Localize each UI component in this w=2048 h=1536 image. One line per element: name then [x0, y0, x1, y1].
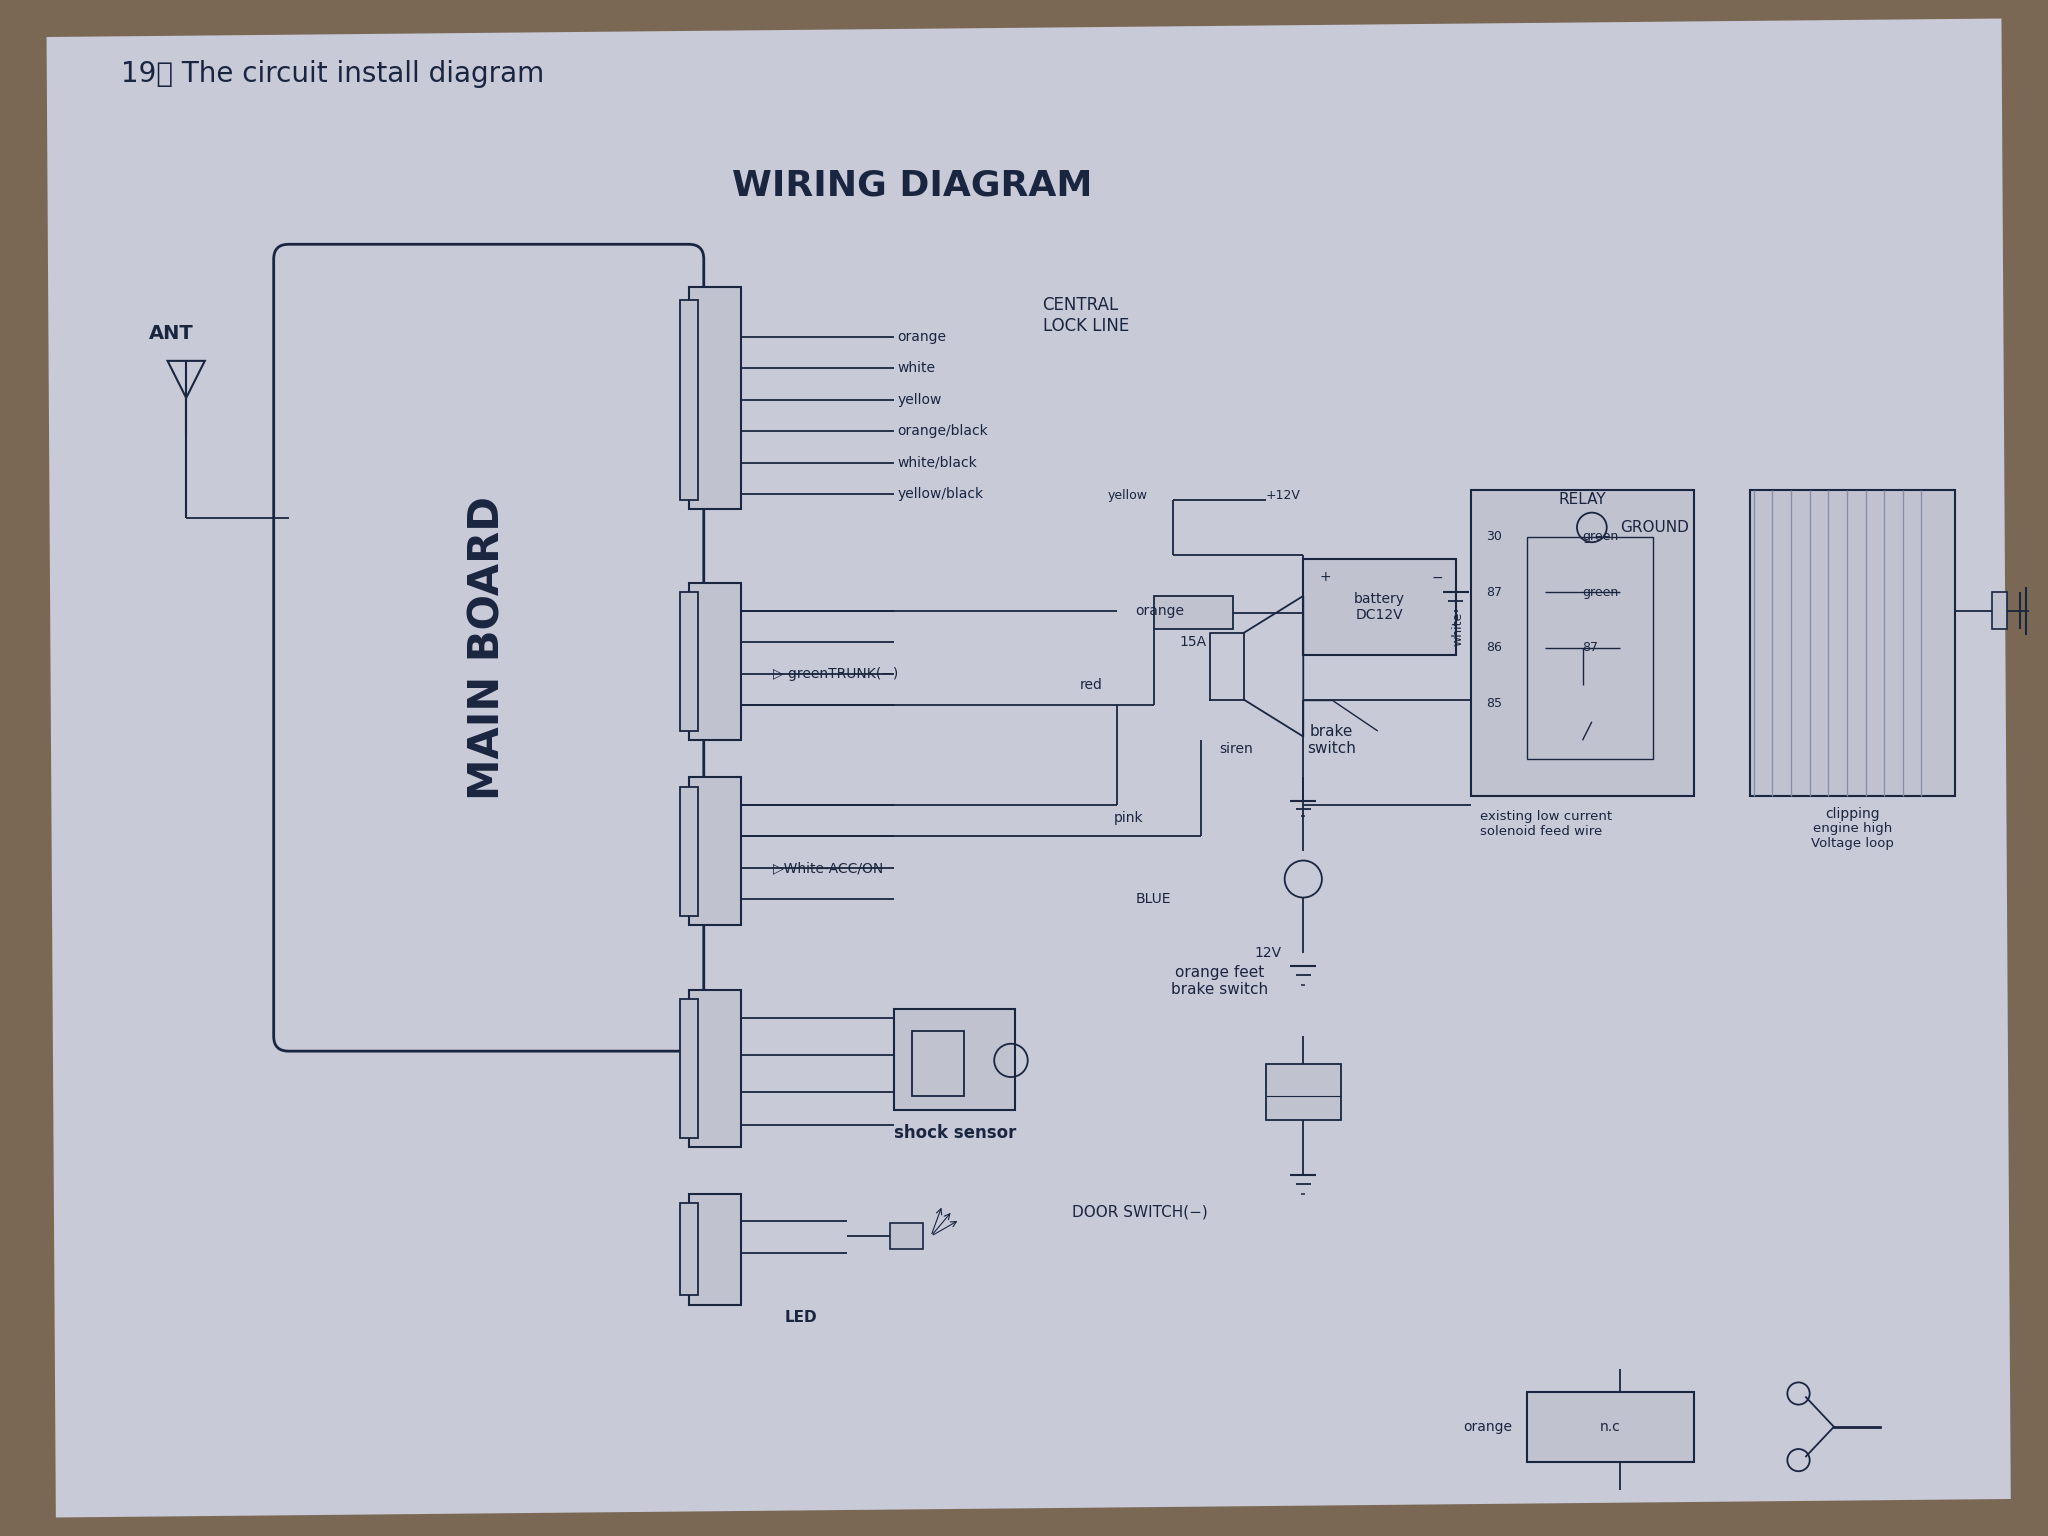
- Bar: [680, 1203, 698, 1295]
- Bar: [1751, 490, 1956, 796]
- Text: orange feet
brake switch: orange feet brake switch: [1171, 965, 1268, 997]
- Text: 86: 86: [1485, 641, 1501, 654]
- Text: GROUND: GROUND: [1620, 519, 1690, 535]
- Text: WIRING DIAGRAM: WIRING DIAGRAM: [731, 167, 1092, 203]
- Text: yellow: yellow: [1108, 490, 1147, 502]
- Bar: [893, 1009, 1014, 1111]
- Text: siren: siren: [1219, 742, 1253, 757]
- Text: +12V: +12V: [1266, 490, 1300, 502]
- Text: 12V: 12V: [1255, 946, 1282, 960]
- Text: RELAY: RELAY: [1559, 492, 1606, 507]
- Text: engine high
Voltage loop: engine high Voltage loop: [1810, 822, 1894, 851]
- Text: shock sensor: shock sensor: [893, 1123, 1016, 1141]
- Bar: [680, 786, 698, 915]
- Text: white: white: [897, 361, 936, 375]
- Bar: [1155, 596, 1233, 630]
- Bar: [688, 584, 741, 740]
- Text: orange: orange: [1462, 1419, 1511, 1433]
- Text: DOOR SWITCH(−): DOOR SWITCH(−): [1071, 1204, 1208, 1220]
- Bar: [688, 1193, 741, 1304]
- Bar: [680, 300, 698, 499]
- Bar: [1303, 559, 1456, 656]
- Text: orange: orange: [897, 330, 946, 344]
- Text: MAIN BOARD: MAIN BOARD: [467, 496, 508, 800]
- Polygon shape: [47, 18, 2011, 1518]
- FancyBboxPatch shape: [274, 244, 705, 1051]
- Bar: [1993, 593, 2007, 630]
- Text: brake
switch: brake switch: [1307, 723, 1356, 756]
- Text: yellow/black: yellow/black: [897, 487, 983, 501]
- Text: 15A: 15A: [1180, 636, 1206, 650]
- Text: ▷ greenTRUNK(−): ▷ greenTRUNK(−): [772, 667, 897, 680]
- Text: CENTRAL
LOCK LINE: CENTRAL LOCK LINE: [1042, 296, 1128, 335]
- Text: ▷White-ACC/ON: ▷White-ACC/ON: [772, 862, 883, 876]
- Bar: [688, 287, 741, 508]
- Text: orange/black: orange/black: [897, 424, 987, 438]
- Text: 87: 87: [1485, 585, 1501, 599]
- Bar: [1266, 1064, 1341, 1120]
- Bar: [891, 1223, 924, 1249]
- Text: −: −: [1432, 570, 1444, 584]
- Text: existing low current
solenoid feed wire: existing low current solenoid feed wire: [1481, 809, 1612, 837]
- Bar: [680, 1000, 698, 1138]
- Text: battery
DC12V: battery DC12V: [1354, 591, 1405, 622]
- Text: clipping: clipping: [1825, 808, 1880, 822]
- Text: n.c: n.c: [1599, 1419, 1620, 1433]
- Text: BLUE: BLUE: [1137, 892, 1171, 906]
- Bar: [688, 777, 741, 925]
- Bar: [1526, 536, 1653, 759]
- Bar: [1470, 490, 1694, 796]
- Text: 30: 30: [1485, 530, 1501, 544]
- Text: pink: pink: [1114, 811, 1143, 825]
- Bar: [911, 1031, 965, 1095]
- Text: 19、 The circuit install diagram: 19、 The circuit install diagram: [121, 60, 545, 88]
- Text: orange: orange: [1137, 604, 1184, 617]
- Text: white: white: [1452, 611, 1464, 647]
- Text: yellow: yellow: [897, 393, 942, 407]
- Text: white/black: white/black: [897, 456, 977, 470]
- Text: green: green: [1583, 530, 1618, 544]
- Bar: [1526, 1392, 1694, 1462]
- Text: ANT: ANT: [150, 324, 195, 343]
- Text: +: +: [1319, 570, 1331, 584]
- Bar: [680, 593, 698, 731]
- Text: 85: 85: [1485, 697, 1501, 710]
- Text: LED: LED: [784, 1310, 817, 1326]
- Text: green: green: [1583, 585, 1618, 599]
- Text: 87: 87: [1583, 641, 1599, 654]
- Bar: [688, 991, 741, 1147]
- Text: red: red: [1079, 677, 1102, 691]
